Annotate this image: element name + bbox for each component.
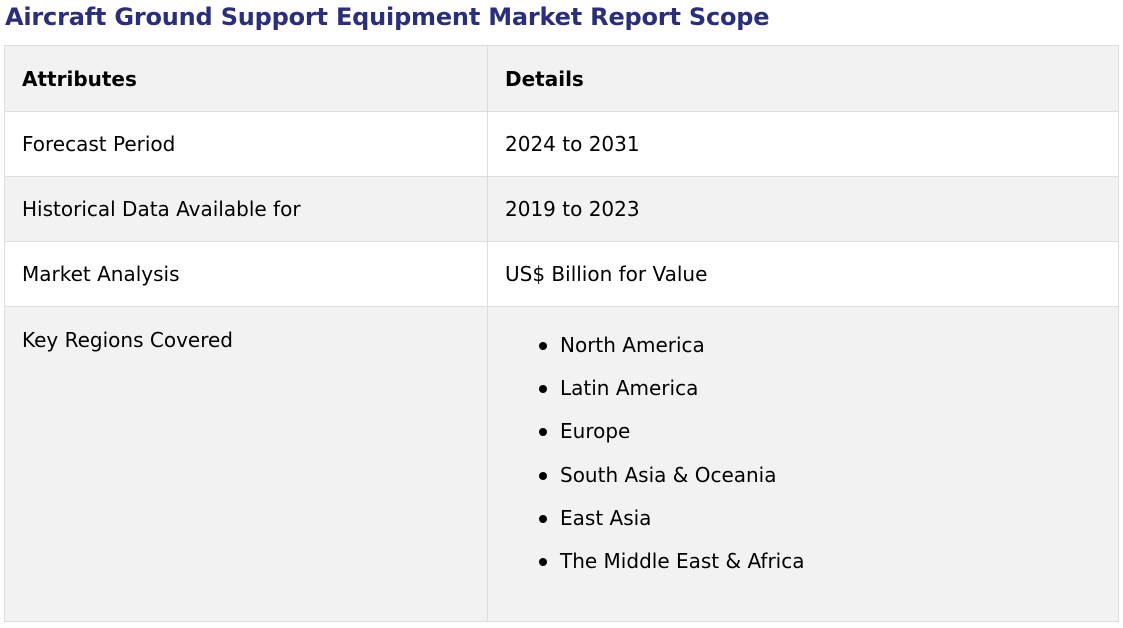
detail-cell: 2019 to 2023: [487, 176, 1119, 242]
attribute-cell: Historical Data Available for: [4, 176, 488, 242]
region-name: Europe: [560, 419, 631, 444]
detail-cell: North America Latin America Europe South…: [487, 306, 1119, 622]
attribute-cell: Market Analysis: [4, 241, 488, 307]
detail-historical-data: 2019 to 2023: [505, 197, 640, 221]
region-name: Latin America: [560, 376, 699, 401]
bullet-icon: [539, 428, 547, 437]
attribute-key-regions: Key Regions Covered: [22, 328, 233, 352]
bullet-icon: [539, 471, 547, 480]
bullet-icon: [539, 514, 547, 523]
table-row: Historical Data Available for 2019 to 20…: [4, 176, 1119, 242]
table-row: Market Analysis US$ Billion for Value: [4, 241, 1119, 307]
attribute-historical-data: Historical Data Available for: [22, 197, 301, 221]
column-header-attributes: Attributes: [4, 45, 488, 112]
bullet-icon: [539, 557, 547, 566]
detail-market-analysis: US$ Billion for Value: [505, 262, 708, 286]
region-name: The Middle East & Africa: [560, 548, 805, 573]
list-item: South Asia & Oceania: [539, 462, 1118, 506]
region-name: East Asia: [560, 505, 652, 530]
detail-cell: 2024 to 2031: [487, 111, 1119, 177]
region-list: North America Latin America Europe South…: [505, 333, 1118, 592]
table-row: Forecast Period 2024 to 2031: [4, 111, 1119, 177]
report-scope-table: Attributes Details Forecast Period 2024 …: [4, 45, 1119, 622]
page-title: Aircraft Ground Support Equipment Market…: [5, 3, 770, 31]
list-item: The Middle East & Africa: [539, 548, 1118, 592]
detail-forecast-period: 2024 to 2031: [505, 132, 640, 156]
list-item: North America: [539, 333, 1118, 376]
region-name: South Asia & Oceania: [560, 462, 777, 487]
table-header-row: Attributes Details: [4, 45, 1119, 112]
bullet-icon: [539, 385, 547, 394]
list-item: East Asia: [539, 505, 1118, 549]
attribute-cell: Key Regions Covered: [4, 306, 488, 622]
table-row-key-regions: Key Regions Covered North America Latin …: [4, 306, 1119, 622]
list-item: Latin America: [539, 376, 1118, 419]
list-item: Europe: [539, 419, 1118, 462]
column-header-details: Details: [487, 45, 1119, 112]
attribute-cell: Forecast Period: [4, 111, 488, 177]
attribute-market-analysis: Market Analysis: [22, 262, 180, 286]
bullet-icon: [539, 342, 547, 350]
detail-cell: US$ Billion for Value: [487, 241, 1119, 307]
region-name: North America: [560, 333, 705, 357]
attribute-forecast-period: Forecast Period: [22, 132, 176, 156]
